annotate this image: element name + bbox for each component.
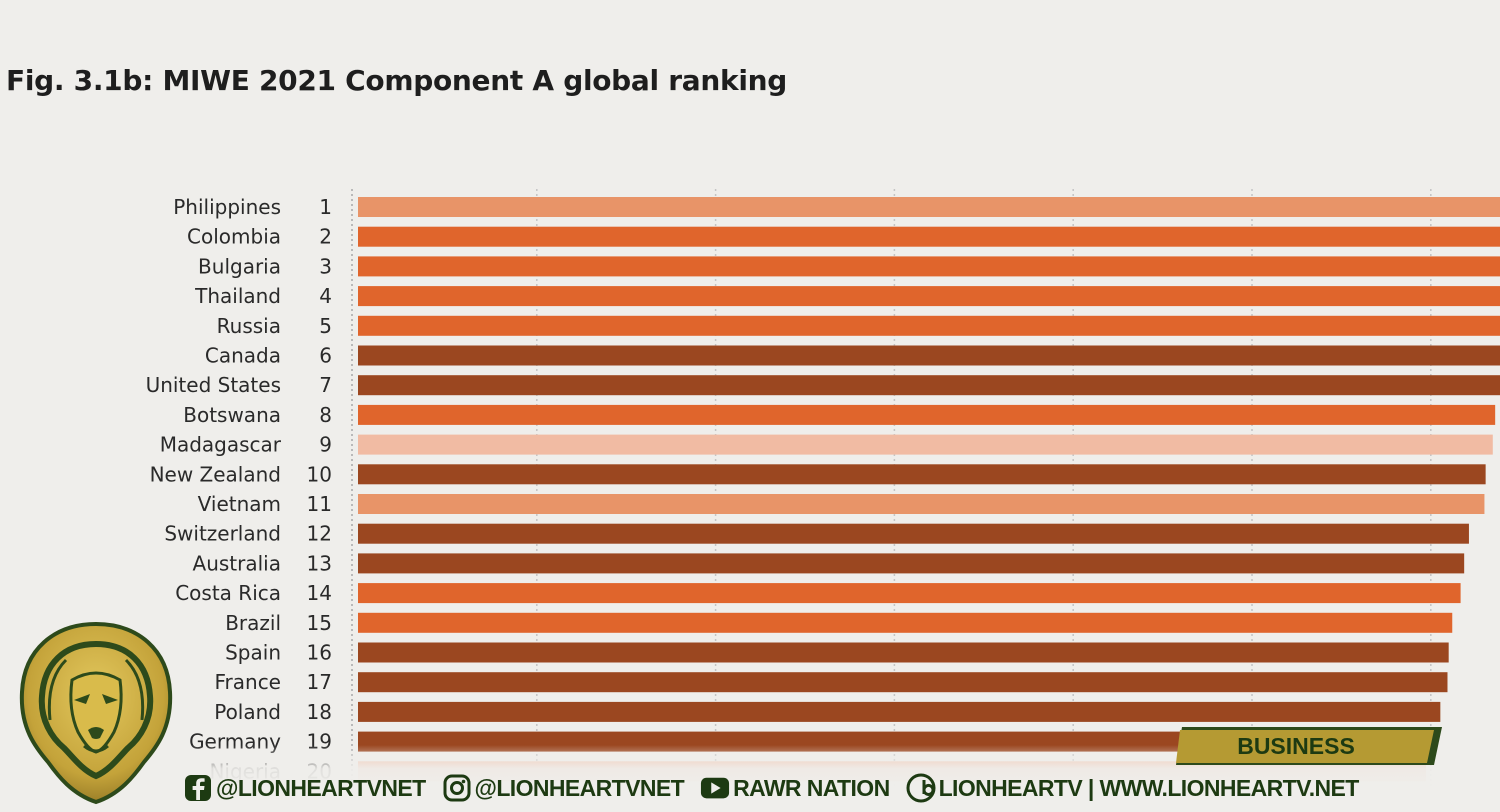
bar-costa-rica xyxy=(358,583,1461,604)
facebook-icon[interactable] xyxy=(183,773,213,803)
chart-bars xyxy=(358,197,1500,782)
rank-label: 13 xyxy=(307,551,332,575)
bar-united-states xyxy=(358,375,1500,396)
youtube-channel[interactable]: RAWR NATION xyxy=(733,774,890,801)
rank-label: 3 xyxy=(319,254,332,278)
youtube-icon[interactable] xyxy=(700,773,730,803)
rank-label: 16 xyxy=(307,641,332,665)
rank-label: 2 xyxy=(319,225,332,249)
bar-spain xyxy=(358,642,1449,663)
rank-label: 1 xyxy=(319,195,332,219)
bar-poland xyxy=(358,701,1441,722)
rank-label: 7 xyxy=(319,373,332,397)
category-label: United States xyxy=(146,373,281,397)
category-label: Costa Rica xyxy=(175,581,281,605)
social-footer: @LIONHEARTVNET @LIONHEARTVNET RAWR NATIO… xyxy=(183,770,1359,806)
category-label: Botswana xyxy=(183,403,281,427)
rank-label: 9 xyxy=(319,433,332,457)
instagram-handle[interactable]: @LIONHEARTVNET xyxy=(474,774,685,801)
rank-label: 10 xyxy=(307,462,332,486)
bar-russia xyxy=(358,315,1500,336)
category-label: Spain xyxy=(225,641,281,665)
bar-vietnam xyxy=(358,494,1485,514)
business-tag-label: BUSINESS xyxy=(1237,733,1355,759)
rank-label: 14 xyxy=(307,581,332,605)
rank-label: 12 xyxy=(307,522,332,546)
rank-label: 17 xyxy=(307,670,332,694)
bar-new-zealand xyxy=(358,464,1486,485)
rank-label: 15 xyxy=(307,611,332,635)
category-label: France xyxy=(214,670,281,694)
bar-philippines xyxy=(358,197,1500,217)
rank-label: 18 xyxy=(307,700,332,724)
bar-madagascar xyxy=(358,434,1493,455)
category-label: Brazil xyxy=(225,611,281,635)
category-label: Switzerland xyxy=(164,522,281,546)
rank-label: 4 xyxy=(319,284,332,308)
bar-canada xyxy=(358,345,1500,366)
category-label: Madagascar xyxy=(160,433,282,457)
facebook-handle[interactable]: @LIONHEARTVNET xyxy=(216,774,426,801)
category-label: Canada xyxy=(205,344,281,368)
website-handle[interactable]: LIONHEARTV | WWW.LIONHEARTV.NET xyxy=(938,774,1360,801)
category-label: Australia xyxy=(193,551,281,575)
bar-botswana xyxy=(358,404,1496,425)
chart-title: Fig. 3.1b: MIWE 2021 Component A global … xyxy=(6,64,788,97)
instagram-icon[interactable] xyxy=(442,773,472,803)
bar-australia xyxy=(358,553,1465,574)
lion-head-icon xyxy=(19,621,173,805)
category-label: Russia xyxy=(217,314,281,338)
category-label: Thailand xyxy=(194,284,281,308)
bar-colombia xyxy=(358,226,1500,247)
bar-bulgaria xyxy=(358,256,1500,277)
category-label: Colombia xyxy=(187,225,281,249)
bar-switzerland xyxy=(358,523,1469,544)
category-label: Philippines xyxy=(173,195,281,219)
category-label: Bulgaria xyxy=(198,254,281,278)
bar-thailand xyxy=(358,286,1500,307)
category-label: Poland xyxy=(214,700,281,724)
category-label: Vietnam xyxy=(198,492,281,516)
category-label: New Zealand xyxy=(150,462,281,486)
bar-france xyxy=(358,672,1448,693)
rank-label: 8 xyxy=(319,403,332,427)
dailymotion-icon[interactable] xyxy=(906,773,936,803)
rank-label: 6 xyxy=(319,344,332,368)
bar-brazil xyxy=(358,612,1453,633)
rank-label: 5 xyxy=(319,314,332,338)
business-tag: BUSINESS xyxy=(1176,727,1442,765)
chart-grid xyxy=(351,189,1432,788)
rank-label: 11 xyxy=(307,492,332,516)
